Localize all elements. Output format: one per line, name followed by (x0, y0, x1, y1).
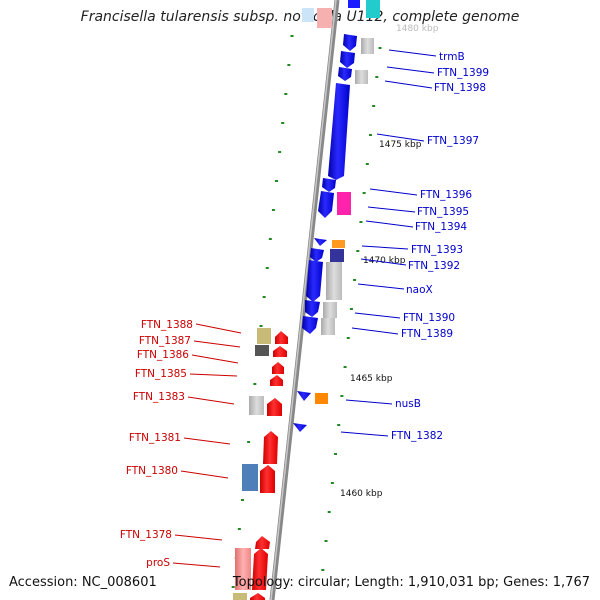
gene-feature[interactable] (361, 38, 374, 54)
gene-arrow[interactable] (310, 248, 324, 262)
gene-feature[interactable] (302, 8, 314, 22)
gene-arrow[interactable] (338, 67, 352, 81)
gene-arrow[interactable] (267, 398, 282, 416)
gene-arrow[interactable] (275, 331, 288, 344)
gene-feature[interactable] (315, 393, 328, 404)
gene-feature[interactable] (323, 302, 337, 318)
gene-feature[interactable] (330, 249, 344, 262)
gene-label[interactable]: FTN_1386 (137, 349, 189, 361)
gene-feature[interactable] (355, 70, 368, 84)
backbone-axis (269, 0, 340, 600)
gene-label[interactable]: FTN_1394 (415, 221, 467, 233)
tick-marks (231, 35, 382, 588)
gene-arrow[interactable] (270, 375, 283, 386)
gene-arrow[interactable] (340, 51, 355, 68)
gene-arrow[interactable] (263, 431, 278, 464)
scale-label: 1475 kbp (379, 140, 422, 150)
gene-arrow[interactable] (318, 191, 334, 218)
gene-arrow[interactable] (272, 362, 284, 374)
gene-label[interactable]: trmB (439, 51, 465, 63)
gene-arrow[interactable] (260, 465, 275, 493)
gene-feature[interactable] (257, 328, 271, 344)
genome-summary-text: Topology: circular; Length: 1,910,031 bp… (232, 575, 590, 590)
gene-feature[interactable] (326, 262, 342, 300)
gene-label[interactable]: FTN_1382 (391, 430, 443, 442)
gene-feature[interactable] (242, 464, 258, 491)
gene-label[interactable]: FTN_1393 (411, 244, 463, 256)
forward-strand-genes (293, 34, 374, 432)
gene-feature[interactable] (249, 396, 264, 415)
gene-feature[interactable] (321, 318, 335, 335)
gene-label[interactable]: FTN_1385 (135, 368, 187, 380)
scale-label: 1480 kbp (396, 24, 439, 34)
gene-arrow[interactable] (273, 346, 287, 357)
gene-label[interactable]: FTN_1388 (141, 319, 193, 331)
scale-label: 1470 kbp (363, 256, 406, 266)
gene-label[interactable]: FTN_1383 (133, 391, 185, 403)
scale-label: 1460 kbp (340, 489, 383, 499)
accession-text: Accession: NC_008601 (9, 575, 157, 590)
gene-label[interactable]: FTN_1395 (417, 206, 469, 218)
red-leaders (172, 323, 242, 568)
gene-label[interactable]: FTN_1387 (139, 335, 191, 347)
gene-arrow[interactable] (250, 593, 265, 600)
gene-feature[interactable] (348, 0, 360, 8)
gene-arrow[interactable] (314, 238, 327, 246)
gene-feature[interactable] (235, 548, 251, 590)
gene-label[interactable]: FTN_1397 (427, 135, 479, 147)
scale-label: 1465 kbp (350, 374, 393, 384)
gene-feature[interactable] (366, 0, 380, 18)
gene-arrow[interactable] (322, 178, 336, 192)
gene-label[interactable]: FTN_1390 (403, 312, 455, 324)
gene-feature[interactable] (233, 593, 247, 600)
gene-arrow[interactable] (297, 391, 311, 401)
gene-label[interactable]: naoX (406, 284, 433, 296)
gene-label[interactable]: proS (146, 557, 170, 569)
gene-label[interactable]: FTN_1381 (129, 432, 181, 444)
gene-label[interactable]: FTN_1380 (126, 465, 178, 477)
gene-arrow[interactable] (302, 316, 318, 334)
gene-arrow[interactable] (252, 548, 268, 590)
gene-arrow[interactable] (328, 83, 350, 180)
blue-leaders (340, 49, 437, 437)
gene-arrow[interactable] (343, 34, 357, 51)
gene-label[interactable]: FTN_1399 (437, 67, 489, 79)
gene-arrow[interactable] (305, 300, 320, 317)
gene-label[interactable]: FTN_1392 (408, 260, 460, 272)
gene-label[interactable]: FTN_1389 (401, 328, 453, 340)
gene-arrow[interactable] (293, 423, 307, 432)
map-title: Francisella tularensis subsp. novicida U… (80, 9, 520, 25)
gene-feature[interactable] (255, 345, 269, 356)
gene-feature[interactable] (332, 240, 345, 248)
gene-feature[interactable] (337, 192, 351, 215)
reverse-strand-genes (233, 328, 288, 600)
gene-label[interactable]: FTN_1398 (434, 82, 486, 94)
gene-arrow[interactable] (306, 260, 323, 302)
gene-label[interactable]: FTN_1396 (420, 189, 472, 201)
gene-label[interactable]: nusB (395, 398, 421, 410)
gene-label[interactable]: FTN_1378 (120, 529, 172, 541)
gene-feature[interactable] (317, 8, 332, 28)
gene-arrow[interactable] (255, 536, 270, 549)
